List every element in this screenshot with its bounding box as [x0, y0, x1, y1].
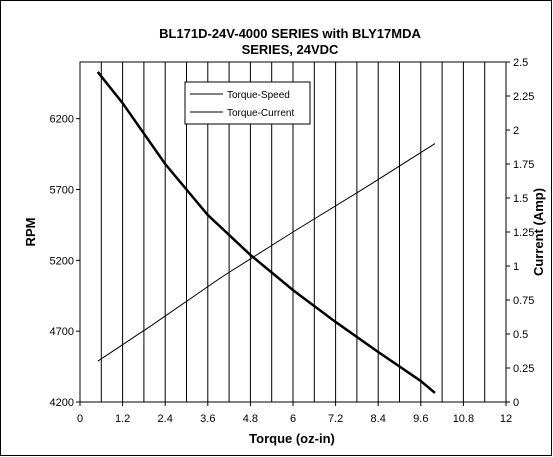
series-line — [96, 71, 436, 394]
x-tick-label: 1.2 — [115, 413, 130, 425]
y-tick-label: 5200 — [50, 255, 74, 267]
y2-axis-label: Current (Amp) — [531, 188, 546, 276]
y2-tick-label: 0.5 — [513, 329, 528, 341]
y2-tick-label: 2.5 — [513, 57, 528, 69]
chart-title: BL171D-24V-4000 SERIES with BLY17MDA — [159, 26, 421, 41]
y2-tick-label: 1 — [513, 261, 519, 273]
legend-box — [184, 81, 311, 125]
y2-tick-label: 2 — [513, 125, 519, 137]
x-tick-label: 6 — [290, 413, 296, 425]
x-tick-label: 10.8 — [453, 413, 474, 425]
y-axis-label: RPM — [23, 218, 38, 247]
x-tick-label: 3.6 — [200, 413, 215, 425]
y2-tick-label: 0.25 — [513, 363, 534, 375]
legend-label: Torque-Speed — [227, 90, 290, 101]
y2-tick-label: 1.75 — [513, 159, 534, 171]
series-line — [97, 143, 436, 362]
y2-tick-label: 0 — [513, 397, 519, 409]
x-axis-label: Torque (oz-in) — [249, 431, 335, 446]
y2-tick-label: 0.75 — [513, 295, 534, 307]
y2-tick-label: 1.5 — [513, 193, 528, 205]
x-tick-label: 4.8 — [243, 413, 258, 425]
x-tick-label: 7.2 — [328, 413, 343, 425]
legend-label: Torque-Current — [227, 108, 294, 119]
x-tick-label: 0 — [77, 413, 83, 425]
y2-tick-label: 2.25 — [513, 91, 534, 103]
x-tick-label: 8.4 — [371, 413, 386, 425]
y-tick-label: 4700 — [50, 326, 74, 338]
x-tick-label: 2.4 — [158, 413, 173, 425]
y-tick-label: 6200 — [50, 114, 74, 126]
y-tick-label: 5700 — [50, 185, 74, 197]
x-tick-label: 12 — [500, 413, 512, 425]
y-tick-label: 4200 — [50, 397, 74, 409]
chart-title: SERIES, 24VDC — [242, 42, 339, 57]
x-tick-label: 9.6 — [413, 413, 428, 425]
y2-tick-label: 1.25 — [513, 227, 534, 239]
